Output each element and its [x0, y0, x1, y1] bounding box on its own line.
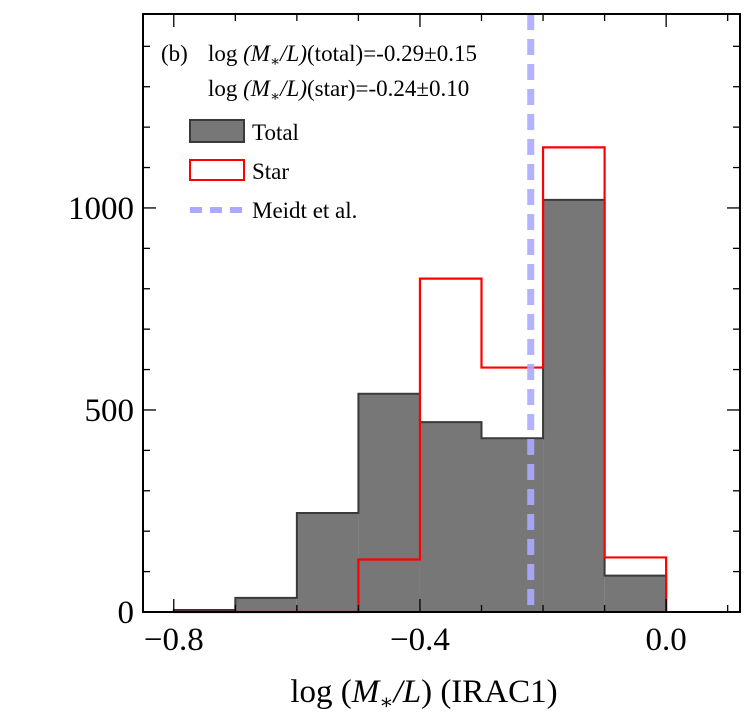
annotation-star-prefix: log: [208, 76, 243, 101]
xlabel-prefix: log (: [290, 674, 351, 710]
xlabel-math: M: [351, 674, 381, 710]
y-tick-labels: 0 500 1000: [68, 191, 134, 631]
annotation-total-sub: ∗: [270, 54, 280, 70]
panel-label: (b): [161, 41, 188, 66]
legend-label-total: Total: [252, 120, 299, 145]
y-tick-label: 1000: [68, 191, 134, 227]
x-tick-label: 0.0: [646, 622, 687, 658]
total-bar: [419, 422, 482, 612]
total-bar: [358, 393, 420, 612]
xlabel-sub: ∗: [379, 690, 393, 713]
xlabel-suffix: ) (IRAC1): [421, 674, 558, 710]
legend: Total Star Meidt et al.: [189, 119, 357, 223]
annotation-total-math: (M: [243, 41, 272, 66]
legend-label-star: Star: [252, 159, 289, 184]
total-bar: [296, 513, 359, 612]
y-tick-label: 500: [85, 393, 135, 429]
annotation-star-math: (M: [243, 76, 272, 101]
annotation-total-prefix: log: [208, 41, 243, 66]
legend-label-meidt: Meidt et al.: [252, 198, 357, 223]
annotation-total-value: (total)=-0.29±0.15: [307, 41, 477, 66]
annotation-star-sub: ∗: [270, 89, 280, 105]
annotation-star: log (M∗/L)(star)=-0.24±0.10: [208, 76, 469, 105]
annotation-star-math2: /L): [278, 76, 307, 101]
x-tick-labels: −0.8 −0.4 0.0: [144, 622, 687, 658]
x-tick-label: −0.4: [390, 622, 450, 658]
annotation-total: log (M∗/L)(total)=-0.29±0.15: [208, 41, 477, 70]
x-axis-label: log (M∗/L) (IRAC1): [290, 674, 557, 713]
annotation-total-math2: /L): [278, 41, 307, 66]
annotation-star-value: (star)=-0.24±0.10: [307, 76, 469, 101]
plot-frame: [142, 13, 741, 613]
x-tick-label: −0.8: [144, 622, 204, 658]
y-tick-label: 0: [118, 595, 135, 631]
total-bar: [543, 199, 605, 612]
xlabel-math2: /L: [392, 674, 422, 710]
legend-swatch-star: [189, 159, 245, 181]
legend-swatch-total: [189, 119, 245, 143]
total-bar: [604, 575, 667, 612]
axis-ticks: [143, 14, 740, 613]
total-bar: [235, 597, 297, 612]
